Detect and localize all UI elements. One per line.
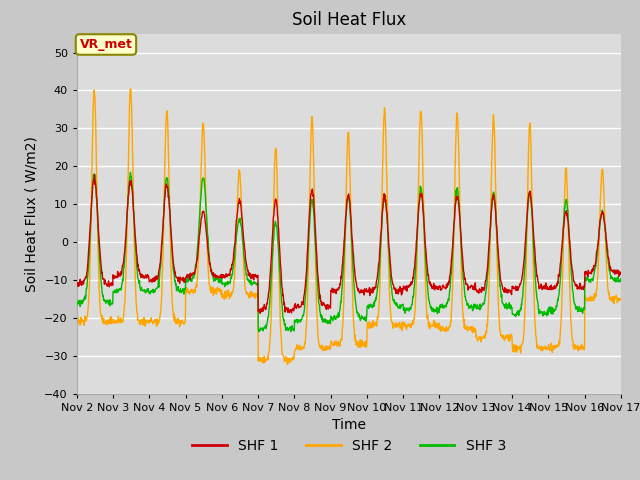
- SHF 2: [73, 319, 81, 325]
- Legend: SHF 1, SHF 2, SHF 3: SHF 1, SHF 2, SHF 3: [186, 433, 511, 459]
- SHF 2: [434, 325, 442, 331]
- SHF 1: [256, 311, 264, 316]
- SHF 3: [195, 238, 202, 243]
- SHF 1: [181, 279, 189, 285]
- SHF 3: [434, 305, 442, 311]
- Line: SHF 1: SHF 1: [77, 175, 621, 313]
- Line: SHF 2: SHF 2: [77, 89, 621, 364]
- SHF 1: [195, 249, 202, 254]
- SHF 2: [181, 319, 189, 325]
- SHF 1: [255, 307, 263, 312]
- Text: VR_met: VR_met: [79, 38, 132, 51]
- SHF 2: [195, 259, 202, 264]
- SHF 1: [91, 172, 99, 178]
- SHF 1: [617, 271, 625, 277]
- SHF 3: [553, 303, 561, 309]
- SHF 1: [73, 280, 81, 286]
- SHF 1: [434, 285, 442, 291]
- SHF 3: [287, 329, 294, 335]
- SHF 3: [505, 305, 513, 311]
- SHF 3: [617, 276, 625, 281]
- Title: Soil Heat Flux: Soil Heat Flux: [292, 11, 406, 29]
- SHF 2: [284, 361, 291, 367]
- SHF 3: [73, 300, 81, 305]
- X-axis label: Time: Time: [332, 418, 366, 432]
- SHF 2: [127, 86, 134, 92]
- SHF 3: [127, 169, 134, 175]
- SHF 2: [505, 333, 513, 338]
- SHF 2: [617, 297, 625, 302]
- SHF 1: [553, 280, 561, 286]
- Line: SHF 3: SHF 3: [77, 172, 621, 332]
- SHF 2: [255, 357, 263, 362]
- Y-axis label: Soil Heat Flux ( W/m2): Soil Heat Flux ( W/m2): [25, 136, 38, 291]
- SHF 3: [181, 286, 189, 291]
- SHF 3: [255, 329, 263, 335]
- SHF 1: [505, 287, 513, 292]
- SHF 2: [553, 343, 561, 348]
